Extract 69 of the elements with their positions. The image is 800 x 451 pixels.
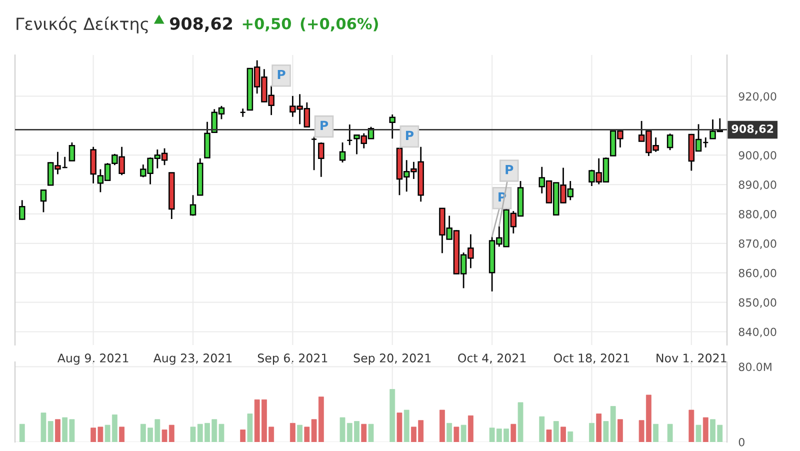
- text: +0,50: [242, 18, 292, 32]
- x-tick-label: Aug 23, 2021: [153, 354, 232, 365]
- bar: [440, 410, 445, 442]
- candlestick: [310, 136, 318, 171]
- annotation: P: [506, 165, 514, 174]
- candlestick: [240, 108, 246, 118]
- y-tick-label: 80.0M: [738, 362, 772, 372]
- candlestick: [666, 132, 674, 151]
- bar: [667, 424, 673, 442]
- annotation: P: [278, 70, 286, 80]
- bar: [240, 430, 246, 442]
- x-tick-label: Nov 1, 2021: [656, 354, 726, 364]
- candlestick: [40, 189, 47, 213]
- bar: [460, 424, 466, 442]
- x-tick-label: Aug 9, 2021: [57, 354, 128, 365]
- bar: [568, 431, 574, 442]
- bar: [702, 417, 708, 442]
- candlestick: [68, 142, 76, 162]
- y-tick-label: 0: [738, 438, 744, 446]
- bar: [446, 422, 452, 442]
- text: (+0,06%): [300, 18, 378, 32]
- bar: [55, 419, 60, 442]
- y-tick-label: 900,00: [738, 151, 776, 161]
- bar: [589, 422, 594, 442]
- y-tick-label: 890,00: [738, 180, 776, 190]
- bar: [539, 416, 545, 442]
- bar: [19, 424, 25, 442]
- bar: [546, 430, 552, 442]
- bar: [119, 426, 124, 442]
- annotation: P: [320, 120, 328, 130]
- y-tick-label: 840,00: [738, 328, 776, 338]
- candlestick: [339, 142, 346, 164]
- candlestick: [19, 199, 26, 221]
- bar: [696, 424, 702, 442]
- text: 908,62: [170, 17, 232, 32]
- y-tick-label: 850,00: [738, 298, 776, 308]
- x-tick-label: Oct 4, 2021: [458, 354, 526, 364]
- bar: [596, 414, 602, 442]
- ref-line-label: 908,62: [732, 124, 774, 134]
- y-tick-label: 920,00: [738, 92, 776, 102]
- bar: [247, 414, 253, 442]
- bar: [404, 410, 410, 442]
- bar: [396, 412, 402, 442]
- chart-title: Γενικός Δείκτης: [16, 16, 148, 34]
- bar: [468, 415, 474, 442]
- bar: [368, 424, 374, 442]
- y-tick-label: 860,00: [738, 268, 776, 278]
- bar: [653, 424, 658, 442]
- bar: [297, 424, 302, 442]
- x-tick-label: Oct 18, 2021: [554, 354, 629, 364]
- bar: [618, 419, 623, 442]
- candlestick: [318, 142, 324, 178]
- bar: [510, 424, 516, 442]
- x-tick-label: Sep 20, 2021: [354, 354, 431, 365]
- bar: [560, 426, 566, 442]
- candlestick: [346, 124, 353, 146]
- bar: [361, 424, 367, 442]
- y-tick-label: 870,00: [738, 239, 776, 249]
- x-tick-label: Sep 6, 2021: [258, 354, 328, 365]
- bar: [688, 410, 694, 442]
- bar: [553, 421, 559, 442]
- bar: [290, 422, 296, 442]
- bar: [454, 426, 460, 442]
- bar: [390, 389, 396, 442]
- annotation: P: [406, 130, 414, 140]
- y-tick-label: 880,00: [738, 210, 776, 220]
- bar: [518, 402, 524, 442]
- candlestick: [190, 194, 196, 216]
- candlestick: [389, 114, 396, 140]
